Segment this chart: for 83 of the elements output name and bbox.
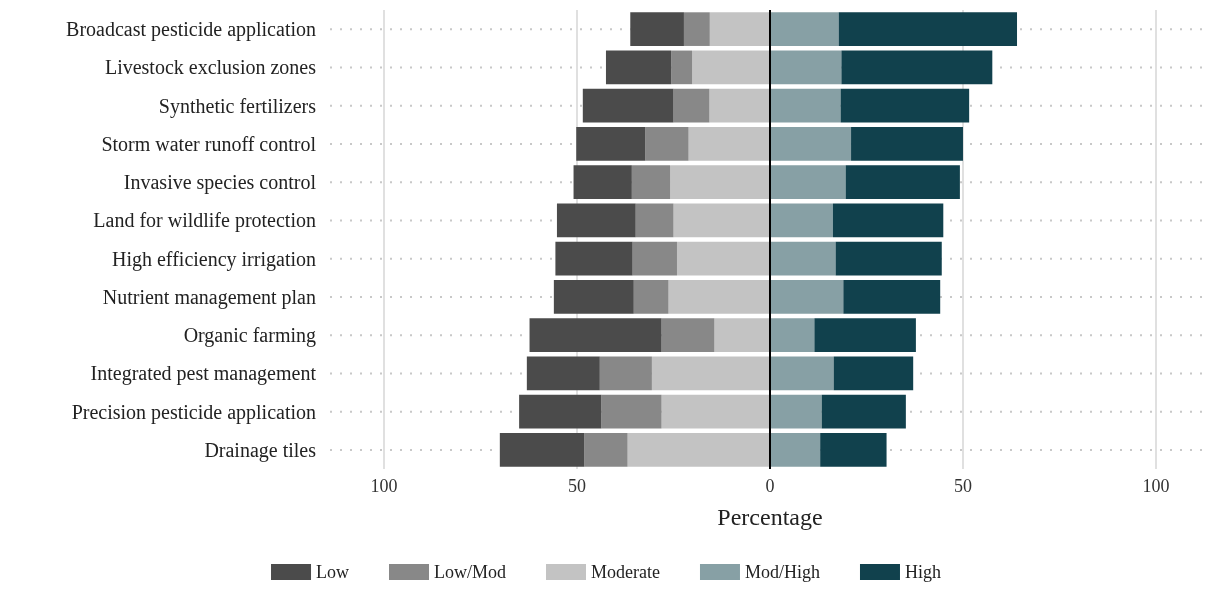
y-tick-label: Integrated pest management (90, 362, 317, 386)
bar (688, 127, 770, 161)
y-tick-label: Invasive species control (123, 171, 317, 195)
y-tick-label: High efficiency irrigation (111, 247, 316, 271)
bar (770, 280, 844, 314)
legend-label: Moderate (591, 562, 660, 582)
y-tick-label: Broadcast pesticide application (66, 18, 316, 42)
bar (709, 88, 770, 123)
bar (832, 203, 944, 238)
bar (671, 50, 693, 85)
bar (770, 88, 841, 123)
bar (714, 318, 770, 352)
bar (840, 88, 970, 123)
bar (820, 433, 887, 467)
bar (770, 433, 821, 467)
legend-label: Low/Mod (434, 562, 507, 582)
x-axis-title: Percentage (717, 504, 823, 530)
bar (668, 280, 770, 314)
bar (770, 318, 815, 352)
x-tick-label: 50 (568, 476, 587, 496)
bar (605, 50, 672, 85)
bar (670, 165, 770, 199)
bar (676, 241, 770, 276)
bar (770, 127, 852, 161)
bar (683, 12, 710, 46)
x-tick-label: 100 (370, 476, 398, 496)
y-tick-label: Livestock exclusion zones (104, 56, 317, 79)
bar (770, 394, 822, 429)
bar (555, 241, 633, 276)
y-tick-label: Drainage tiles (204, 438, 317, 462)
bar (651, 356, 770, 391)
bar (529, 318, 662, 352)
bar (821, 394, 906, 429)
y-tick-label: Storm water runoff control (101, 132, 317, 155)
bar (584, 433, 628, 467)
bar (838, 12, 1018, 46)
bar (661, 318, 715, 352)
bar (576, 127, 646, 161)
bar (556, 203, 636, 238)
bar (632, 241, 677, 276)
bar (709, 12, 770, 46)
bar (553, 280, 634, 314)
bar (843, 280, 941, 314)
bar (627, 433, 770, 467)
bar (630, 12, 684, 46)
legend-label: Low (316, 562, 350, 582)
legend-label: High (904, 562, 941, 582)
bar (573, 165, 632, 199)
x-tick-label: 0 (765, 476, 775, 496)
y-tick-label: Nutrient management plan (102, 285, 316, 309)
bar (835, 241, 942, 276)
bar (645, 127, 689, 161)
bar (845, 165, 960, 199)
bar (499, 433, 585, 467)
bar (770, 203, 833, 238)
bar (673, 203, 770, 238)
bar (851, 127, 963, 161)
bar (770, 12, 839, 46)
bar (601, 394, 662, 429)
bar (814, 318, 916, 352)
bar (631, 165, 671, 199)
bar (582, 88, 674, 123)
bar (770, 50, 842, 85)
bar (770, 165, 846, 199)
y-tick-label: Precision pesticide application (71, 400, 316, 424)
bar (519, 394, 602, 429)
x-tick-label: 50 (953, 476, 972, 496)
bar (841, 50, 993, 85)
x-tick-label: 100 (1142, 476, 1170, 496)
bar (770, 241, 836, 276)
y-tick-label: Synthetic fertilizers (158, 94, 317, 118)
bar (770, 356, 834, 391)
legend-label: Mod/High (744, 562, 820, 582)
bar (692, 50, 770, 85)
bar (635, 203, 674, 238)
bar (673, 88, 710, 123)
bar (833, 356, 914, 391)
bar (633, 280, 669, 314)
bar (599, 356, 652, 391)
y-tick-label: Organic farming (183, 324, 316, 348)
bar (661, 394, 770, 429)
bar (526, 356, 600, 391)
y-tick-label: Land for wildlife protection (93, 209, 316, 233)
